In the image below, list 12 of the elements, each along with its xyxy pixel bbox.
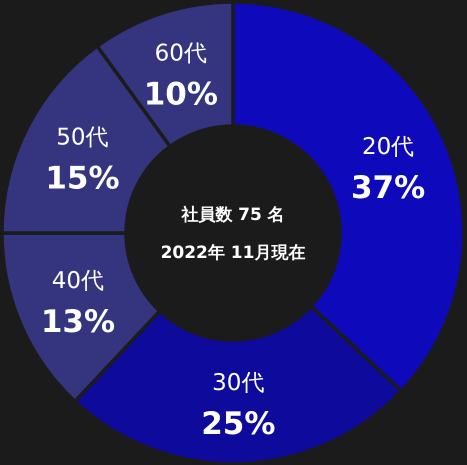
- data-label: 15%: [45, 160, 120, 196]
- slice-label: 20代: [362, 134, 414, 160]
- slice-label: 30代: [212, 370, 264, 396]
- slice-label: 60代: [154, 40, 207, 66]
- slice-label: 40代: [52, 268, 104, 294]
- text: 社員数 75 名: [180, 205, 285, 225]
- data-label: 13%: [40, 304, 115, 340]
- data-label: 10%: [144, 76, 218, 112]
- text: 2022年 11月現在: [160, 243, 306, 263]
- data-label: 25%: [201, 406, 276, 442]
- data-label: 37%: [351, 170, 426, 206]
- slice-label: 50代: [56, 124, 109, 150]
